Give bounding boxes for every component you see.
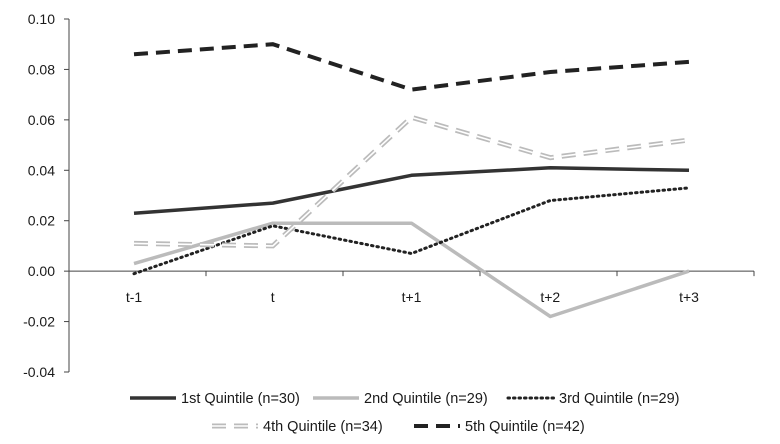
y-tick-label: 0.04 [28, 162, 55, 178]
axes [64, 18, 755, 373]
legend-label: 5th Quintile (n=42) [465, 419, 585, 435]
series-line-1 [133, 166, 690, 215]
x-tick-labels: t-1 t t+1 t+2 t+3 [126, 289, 699, 305]
y-tick-label: 0.10 [28, 11, 55, 27]
legend-label: 4th Quintile (n=34) [263, 419, 383, 435]
legend-item-4: 4th Quintile (n=34) [212, 419, 383, 435]
series-line-4 [133, 114, 690, 249]
series-line-5 [133, 42, 690, 92]
y-tick-label: 0.06 [28, 112, 55, 128]
series-line-4-inner [133, 116, 690, 247]
series-line-3 [132, 186, 691, 276]
legend-item-3: 3rd Quintile (n=29) [506, 391, 680, 407]
y-tick-label: -0.04 [23, 364, 55, 380]
legend: 1st Quintile (n=30) 2nd Quintile (n=29) 3r… [130, 391, 680, 435]
x-tick-label: t [271, 289, 275, 305]
series-line-2 [133, 221, 690, 319]
y-tick-label: 0.08 [28, 61, 55, 77]
legend-label: 2nd Quintile (n=29) [364, 391, 488, 407]
legend-item-5: 5th Quintile (n=42) [414, 419, 585, 435]
x-tick-label: t+3 [679, 289, 699, 305]
x-tick-label: t+2 [540, 289, 560, 305]
series-lines [132, 42, 691, 319]
y-tick-label: -0.02 [23, 314, 55, 330]
legend-item-1: 1st Quintile (n=30) [130, 391, 300, 407]
y-tick-labels: 0.10 0.08 0.06 0.04 0.02 0.00 -0.02 -0.04 [23, 11, 55, 380]
x-tick-label: t-1 [126, 289, 143, 305]
y-tick-label: 0.02 [28, 213, 55, 229]
x-tick-label: t+1 [402, 289, 422, 305]
legend-label: 1st Quintile (n=30) [181, 391, 300, 407]
legend-label: 3rd Quintile (n=29) [559, 391, 680, 407]
legend-item-2: 2nd Quintile (n=29) [313, 391, 488, 407]
y-tick-label: 0.00 [28, 263, 55, 279]
